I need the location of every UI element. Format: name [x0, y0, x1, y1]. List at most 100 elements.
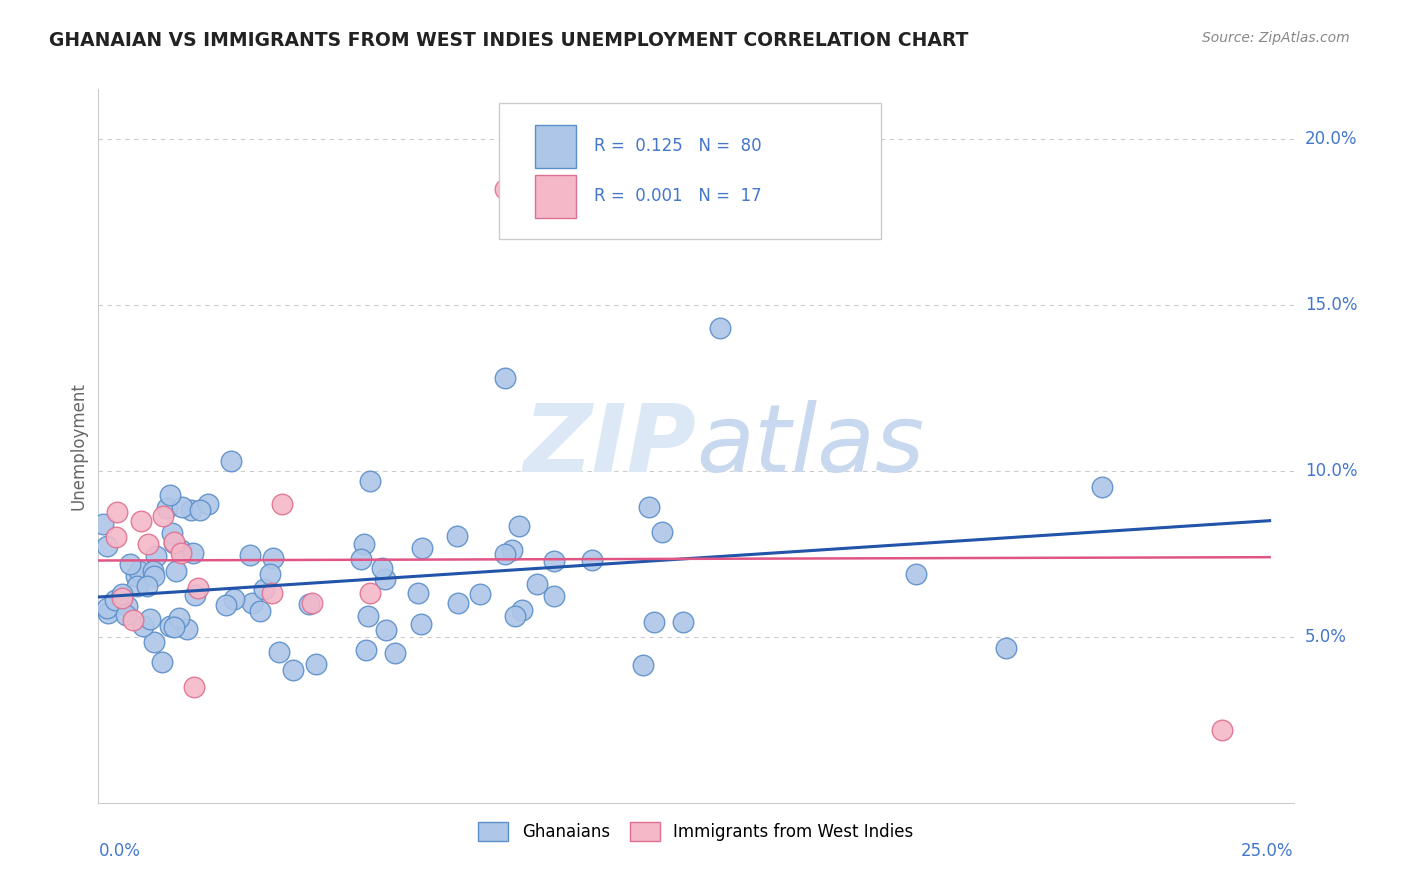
Text: 0.0%: 0.0% [98, 842, 141, 860]
Point [501, 542, 523, 557]
Point [150, 656, 173, 670]
Point [269, 645, 291, 659]
Text: 5.0%: 5.0% [1305, 628, 1347, 646]
Text: 25.0%: 25.0% [1241, 842, 1294, 860]
Point [115, 599, 138, 614]
Point [354, 642, 377, 657]
Point [494, 548, 516, 562]
FancyBboxPatch shape [534, 175, 576, 218]
Point [305, 657, 328, 672]
Point [494, 371, 516, 385]
Point [510, 602, 533, 616]
Point [187, 581, 209, 595]
Point [260, 586, 283, 600]
Point [197, 497, 219, 511]
Point [508, 518, 530, 533]
FancyBboxPatch shape [534, 125, 576, 168]
Point [411, 616, 433, 631]
Point [1211, 723, 1233, 737]
Point [118, 557, 141, 571]
Point [359, 474, 381, 488]
Point [709, 321, 731, 335]
Point [163, 536, 186, 550]
Point [301, 596, 323, 610]
Point [240, 596, 263, 610]
Point [188, 503, 211, 517]
Point [249, 604, 271, 618]
Point [170, 500, 193, 514]
Point [259, 567, 281, 582]
Point [183, 680, 205, 694]
Point [167, 611, 190, 625]
Point [281, 663, 304, 677]
Point [637, 500, 659, 514]
Legend: Ghanaians, Immigrants from West Indies: Ghanaians, Immigrants from West Indies [472, 815, 920, 848]
Y-axis label: Unemployment: Unemployment [69, 382, 87, 510]
Point [262, 551, 284, 566]
Point [219, 454, 242, 468]
Point [253, 582, 276, 597]
Point [270, 497, 292, 511]
Point [1091, 481, 1114, 495]
Point [370, 561, 392, 575]
Point [165, 564, 187, 578]
Point [138, 537, 160, 551]
Point [239, 548, 262, 562]
Point [672, 615, 695, 630]
Text: atlas: atlas [696, 401, 924, 491]
Point [131, 515, 153, 529]
Text: 10.0%: 10.0% [1305, 462, 1357, 480]
Point [503, 609, 526, 624]
Text: 20.0%: 20.0% [1305, 130, 1357, 148]
Point [526, 577, 548, 591]
Point [631, 657, 654, 672]
Point [156, 501, 179, 516]
Point [359, 586, 381, 600]
Text: R =  0.125   N =  80: R = 0.125 N = 80 [595, 137, 762, 155]
Point [353, 537, 375, 551]
Point [104, 593, 127, 607]
Point [374, 572, 396, 586]
Point [163, 620, 186, 634]
Point [446, 529, 468, 543]
Point [374, 624, 396, 638]
Point [298, 597, 321, 611]
Point [350, 552, 373, 566]
Point [96, 601, 118, 615]
Point [142, 569, 165, 583]
Point [651, 525, 673, 540]
Point [105, 530, 128, 544]
Point [215, 598, 238, 612]
Point [543, 554, 565, 568]
Point [143, 635, 166, 649]
Point [995, 640, 1018, 655]
Point [125, 579, 148, 593]
Text: Source: ZipAtlas.com: Source: ZipAtlas.com [1202, 31, 1350, 45]
Point [159, 488, 181, 502]
Point [184, 588, 207, 602]
FancyBboxPatch shape [499, 103, 882, 239]
Text: ZIP: ZIP [523, 400, 696, 492]
Point [96, 539, 118, 553]
Point [468, 587, 491, 601]
Point [180, 503, 202, 517]
Point [136, 579, 159, 593]
Point [357, 609, 380, 624]
Point [224, 592, 246, 607]
Point [114, 607, 136, 622]
Text: GHANAIAN VS IMMIGRANTS FROM WEST INDIES UNEMPLOYMENT CORRELATION CHART: GHANAIAN VS IMMIGRANTS FROM WEST INDIES … [49, 31, 969, 50]
Point [543, 590, 565, 604]
Point [183, 546, 205, 560]
Point [107, 506, 129, 520]
Point [494, 182, 516, 196]
Point [447, 596, 470, 610]
Point [160, 525, 183, 540]
Point [408, 586, 430, 600]
Point [152, 509, 174, 524]
Point [110, 591, 132, 605]
Text: 15.0%: 15.0% [1305, 296, 1357, 314]
Point [97, 607, 120, 621]
Point [411, 541, 433, 556]
Point [643, 615, 665, 629]
Point [139, 612, 162, 626]
